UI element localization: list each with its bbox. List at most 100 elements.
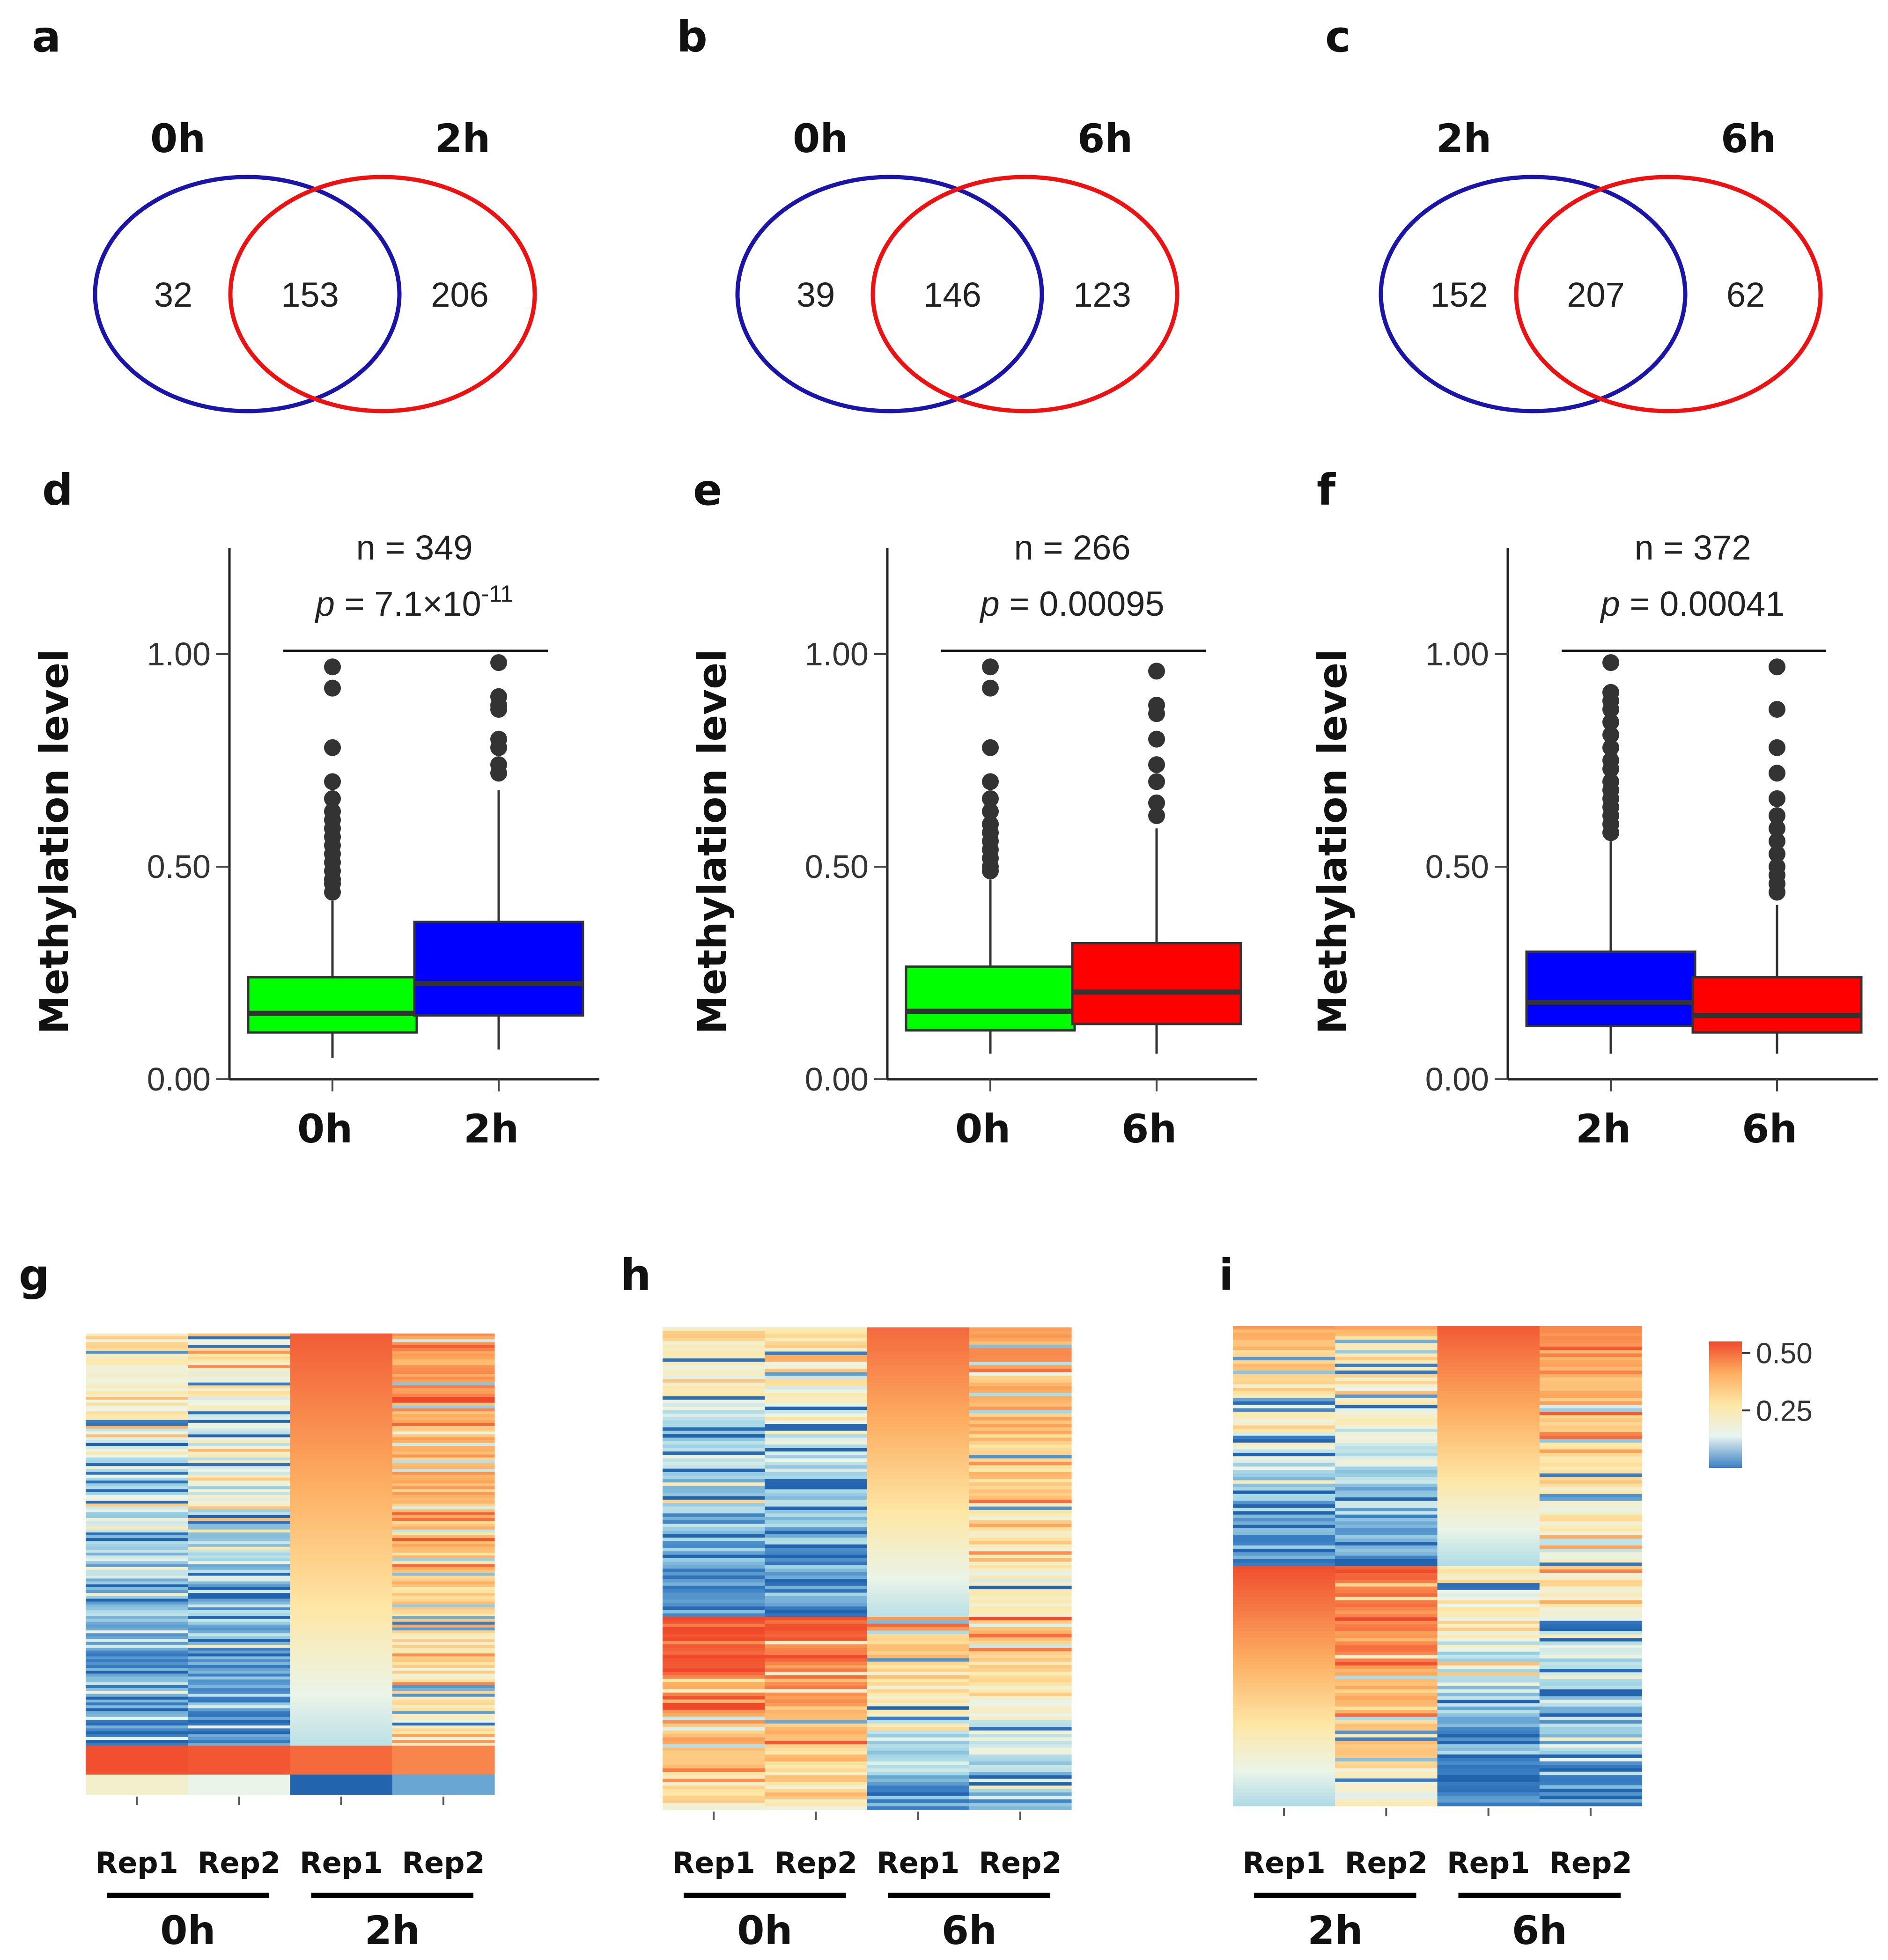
heatmap-cell (86, 1400, 188, 1403)
heatmap-cell (290, 1578, 393, 1582)
heatmap-cell (969, 1420, 1072, 1424)
venn-right-only-count: 206 (431, 275, 488, 314)
heatmap-cell (969, 1365, 1072, 1369)
heatmap-cell (86, 1656, 188, 1660)
heatmap-cell (969, 1592, 1072, 1597)
heatmap-cell (188, 1449, 291, 1452)
heatmap-cell (663, 1785, 765, 1790)
heatmap-cell (867, 1627, 970, 1631)
heatmap-cell (290, 1339, 393, 1343)
heatmap-cell (86, 1777, 188, 1781)
heatmap-cell (188, 1489, 291, 1493)
heatmap-cell (765, 1747, 868, 1752)
heatmap-cell (969, 1400, 1072, 1404)
heatmap-cell (86, 1610, 188, 1614)
heatmap-cell (867, 1537, 970, 1541)
heatmap-cell (392, 1374, 495, 1377)
heatmap-cell (1539, 1614, 1642, 1618)
heatmap-cell (392, 1596, 495, 1599)
heatmap-cell (969, 1517, 1072, 1521)
heatmap-cell (663, 1358, 765, 1363)
heatmap-cell (392, 1431, 495, 1435)
heatmap-cell (1539, 1456, 1642, 1460)
heatmap-cell (1539, 1360, 1642, 1364)
heatmap-cell (1335, 1487, 1438, 1491)
heatmap-cell (765, 1455, 868, 1459)
heatmap-cell (188, 1354, 291, 1357)
heatmap-cell (86, 1431, 188, 1435)
heatmap-cell (1335, 1740, 1438, 1745)
heatmap-cell (86, 1512, 188, 1516)
heatmap-cell (969, 1437, 1072, 1442)
heatmap-cell (290, 1581, 393, 1585)
heatmap-cell (765, 1513, 868, 1518)
heatmap-column-label: Rep1 (300, 1846, 383, 1880)
heatmap-cell (86, 1334, 188, 1337)
heatmap-cell (663, 1407, 765, 1411)
heatmap-cell (1539, 1511, 1642, 1515)
heatmap-cell (1437, 1586, 1540, 1591)
heatmap-cell (1233, 1744, 1335, 1748)
heatmap-cell (1539, 1501, 1642, 1505)
heatmap-cell (1539, 1634, 1642, 1638)
heatmap-cell (290, 1400, 393, 1403)
heatmap-cell (1539, 1394, 1642, 1399)
heatmap-cell (188, 1460, 291, 1464)
heatmap-cell (86, 1394, 188, 1398)
heatmap-cell (969, 1699, 1072, 1703)
heatmap-cell (867, 1531, 970, 1535)
heatmap-cell (1233, 1514, 1335, 1518)
heatmap-cell (969, 1641, 1072, 1645)
heatmap-cell (1233, 1747, 1335, 1752)
heatmap-cell (188, 1497, 291, 1501)
heatmap-cell (86, 1443, 188, 1446)
heatmap-cell (1233, 1686, 1335, 1690)
heatmap-cell (1437, 1538, 1540, 1542)
box-outlier (1769, 701, 1785, 718)
heatmap-cell (765, 1451, 868, 1455)
heatmap-cell (663, 1396, 765, 1400)
heatmap-cell (86, 1452, 188, 1455)
y-tick-label: 0.50 (1425, 848, 1489, 885)
heatmap-cell (1335, 1634, 1438, 1638)
heatmap-cell (290, 1587, 393, 1591)
heatmap-cell (290, 1417, 393, 1421)
heatmap-cell (969, 1579, 1072, 1583)
heatmap-cell (392, 1699, 495, 1703)
heatmap-cell (969, 1465, 1072, 1469)
heatmap-cell (290, 1748, 393, 1752)
heatmap-cell (1437, 1634, 1540, 1638)
heatmap-cell (86, 1766, 188, 1769)
heatmap-cell (392, 1342, 495, 1346)
heatmap-cell (86, 1768, 188, 1772)
heatmap-cell (188, 1633, 291, 1637)
heatmap-cell (1539, 1405, 1642, 1409)
heatmap-cell (969, 1362, 1072, 1366)
heatmap-cell (188, 1483, 291, 1487)
heatmap-cell (392, 1472, 495, 1475)
heatmap-cell (290, 1679, 393, 1683)
heatmap-cell (1437, 1508, 1540, 1511)
box-body (413, 921, 584, 1017)
heatmap-cell (392, 1555, 495, 1559)
heatmap-cell (188, 1362, 291, 1366)
heatmap-cell (1539, 1353, 1642, 1357)
heatmap-cell (290, 1621, 393, 1625)
y-axis-label: Methylation level (31, 649, 77, 1034)
heatmap-cell (1233, 1617, 1335, 1621)
heatmap-cell (188, 1624, 291, 1628)
heatmap-cell (867, 1751, 970, 1755)
heatmap-cell (1233, 1713, 1335, 1717)
heatmap-cell (969, 1386, 1072, 1390)
heatmap-cell (290, 1743, 393, 1746)
box-outlier (1148, 756, 1165, 774)
heatmap-cell (969, 1785, 1072, 1790)
heatmap-cell (1437, 1761, 1540, 1765)
heatmap-cell (188, 1492, 291, 1496)
heatmap-cell (1233, 1717, 1335, 1721)
heatmap-cell (663, 1430, 765, 1435)
heatmap-cell (1233, 1771, 1335, 1776)
heatmap-cell (392, 1509, 495, 1513)
heatmap-cell (392, 1420, 495, 1423)
